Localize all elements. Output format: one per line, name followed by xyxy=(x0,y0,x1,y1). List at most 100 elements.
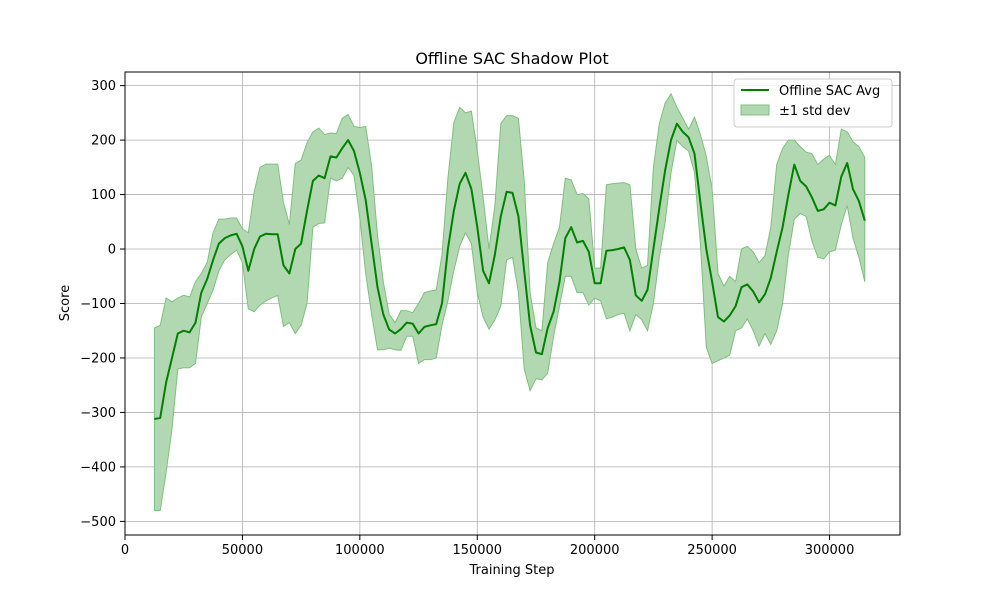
avg-point xyxy=(740,286,742,288)
x-tick-label: 250000 xyxy=(687,543,737,558)
avg-point xyxy=(647,289,649,291)
avg-point xyxy=(400,328,402,330)
y-tick-label: −400 xyxy=(80,460,116,475)
avg-point xyxy=(635,294,637,296)
avg-point xyxy=(394,332,396,334)
x-axis-label: Training Step xyxy=(468,563,554,578)
avg-point xyxy=(506,191,508,193)
legend-label-avg: Offline SAC Avg xyxy=(779,84,880,99)
avg-point xyxy=(265,233,267,235)
avg-point xyxy=(206,278,208,280)
avg-point xyxy=(664,169,666,171)
avg-point xyxy=(177,332,179,334)
avg-point xyxy=(341,147,343,149)
avg-point xyxy=(388,329,390,331)
avg-point xyxy=(459,183,461,185)
avg-point xyxy=(412,323,414,325)
std-dev-band xyxy=(153,92,866,511)
avg-point xyxy=(212,259,214,261)
x-tick-label: 150000 xyxy=(452,543,502,558)
avg-point xyxy=(230,234,232,236)
y-axis-label: Score xyxy=(58,285,73,321)
avg-point xyxy=(782,226,784,228)
avg-point xyxy=(259,236,261,238)
avg-point xyxy=(294,248,296,250)
avg-point xyxy=(658,207,660,209)
avg-point xyxy=(476,226,478,228)
avg-point xyxy=(236,233,238,235)
avg-point xyxy=(517,215,519,217)
avg-point xyxy=(735,305,737,307)
avg-point xyxy=(159,417,161,419)
avg-point xyxy=(247,270,249,272)
avg-point xyxy=(705,248,707,250)
avg-point xyxy=(858,200,860,202)
y-tick-label: −100 xyxy=(80,297,116,312)
avg-point xyxy=(823,208,825,210)
avg-point xyxy=(600,282,602,284)
y-tick-label: −300 xyxy=(80,406,116,421)
avg-point xyxy=(329,155,331,157)
avg-point xyxy=(805,185,807,187)
avg-point xyxy=(494,253,496,255)
y-axis-ticks: −500 −400 −300 −200 −100 0 100 200 300 xyxy=(80,79,125,530)
avg-point xyxy=(171,357,173,359)
avg-point xyxy=(359,172,361,174)
legend-band-swatch xyxy=(740,104,770,116)
avg-point xyxy=(153,418,155,420)
avg-point xyxy=(576,241,578,243)
avg-point xyxy=(288,273,290,275)
avg-point xyxy=(553,311,555,313)
avg-point xyxy=(541,353,543,355)
legend-label-band: ±1 std dev xyxy=(779,104,851,119)
x-tick-label: 300000 xyxy=(805,543,855,558)
avg-point xyxy=(165,381,167,383)
avg-point xyxy=(271,233,273,235)
avg-point xyxy=(453,210,455,212)
avg-point xyxy=(817,210,819,212)
legend: Offline SAC Avg ±1 std dev xyxy=(733,78,893,128)
chart-title: Offline SAC Shadow Plot xyxy=(415,49,608,68)
avg-point xyxy=(335,157,337,159)
avg-point xyxy=(682,131,684,133)
avg-point xyxy=(723,320,725,322)
avg-point xyxy=(770,277,772,279)
average-line xyxy=(154,122,866,420)
avg-point xyxy=(283,264,285,266)
avg-point xyxy=(183,330,185,332)
avg-point xyxy=(846,162,848,164)
avg-point xyxy=(470,188,472,190)
avg-point xyxy=(318,174,320,176)
avg-point xyxy=(594,282,596,284)
avg-point xyxy=(864,220,866,222)
legend-box xyxy=(733,78,893,128)
avg-point xyxy=(423,326,425,328)
avg-point xyxy=(729,314,731,316)
avg-point xyxy=(277,233,279,235)
x-tick-label: 50000 xyxy=(222,543,263,558)
avg-point xyxy=(189,331,191,333)
avg-point xyxy=(406,322,408,324)
avg-point xyxy=(465,172,467,174)
avg-point xyxy=(500,215,502,217)
avg-point xyxy=(558,281,560,283)
x-tick-label: 0 xyxy=(121,543,129,558)
avg-point xyxy=(241,245,243,247)
avg-point xyxy=(376,286,378,288)
y-tick-label: 100 xyxy=(91,188,116,203)
avg-point xyxy=(447,248,449,250)
avg-point xyxy=(371,243,373,245)
avg-point xyxy=(688,136,690,138)
avg-point xyxy=(787,194,789,196)
x-axis-ticks: 0 50000 100000 150000 200000 250000 300000 xyxy=(121,535,855,558)
avg-point xyxy=(611,249,613,251)
avg-point xyxy=(306,210,308,212)
avg-point xyxy=(200,292,202,294)
avg-point xyxy=(347,139,349,141)
avg-point xyxy=(799,180,801,182)
avg-point xyxy=(641,300,643,302)
avg-point xyxy=(418,332,420,334)
avg-point xyxy=(547,327,549,329)
y-tick-label: 200 xyxy=(91,134,116,149)
